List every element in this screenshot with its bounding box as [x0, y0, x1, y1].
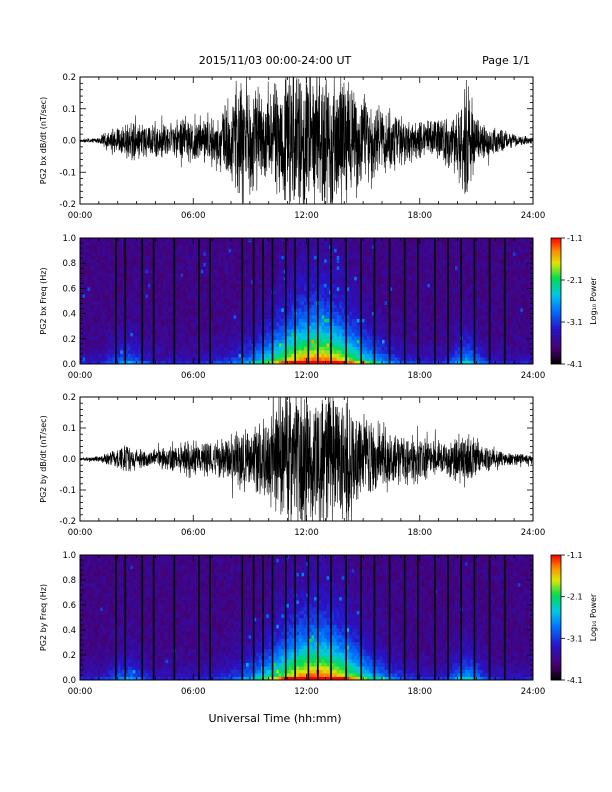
y-tick-label: 0.4 — [62, 626, 76, 636]
y-tick-label: 0.0 — [62, 676, 76, 686]
x-ticks — [79, 396, 534, 522]
colorbar-label: Log₁₀ Power — [589, 277, 598, 325]
x-ticks — [79, 554, 534, 681]
y-axis-label: PG2 by dB/dt (nT/sec) — [39, 415, 48, 502]
data-gaps — [115, 238, 506, 364]
colorbar-label: Log₁₀ Power — [589, 593, 598, 641]
y-tick-label: 0.4 — [62, 310, 76, 320]
spectrogram-cells — [80, 238, 534, 365]
colorbar-tick-label: -3.1 — [567, 634, 583, 643]
y-axis-label: PG2 bx Freq (Hz) — [39, 267, 48, 334]
spectrogram-panel: -1.1 -2.1 -3.1 -4.1 Log₁₀ Power 00:00 06:00 12:… — [39, 551, 598, 697]
x-tick-label: 24:00 — [521, 528, 546, 538]
x-tick-label: 24:00 — [521, 371, 546, 381]
y-tick-label: 0.0 — [62, 137, 76, 147]
y-axis-label: PG2 by Freq (Hz) — [39, 584, 48, 651]
x-tick-label: 06:00 — [181, 211, 206, 221]
x-tick-label: 24:00 — [521, 687, 546, 697]
y-tick-label: 0.6 — [62, 284, 76, 294]
x-tick-label: 06:00 — [181, 528, 206, 538]
colorbar-tick-label: -2.1 — [567, 593, 583, 602]
x-tick-label: 12:00 — [294, 371, 319, 381]
spectrogram-panel: -1.1 -2.1 -3.1 -4.1 Log₁₀ Power 00:00 06:00 12:… — [39, 234, 598, 381]
y-tick-label: -0.2 — [59, 517, 76, 527]
y-tick-label: 1.0 — [62, 234, 76, 244]
x-tick-label: 18:00 — [408, 687, 433, 697]
y-tick-label: 0.1 — [62, 424, 76, 434]
y-tick-label: 0.8 — [62, 576, 76, 586]
x-tick-label: 00:00 — [68, 371, 93, 381]
colorbar-tick-label: -1.1 — [567, 234, 583, 243]
y-tick-label: -0.2 — [59, 200, 76, 210]
x-ticks — [79, 237, 534, 365]
spectrogram-cells — [80, 555, 534, 681]
page-number: Page 1/1 — [482, 54, 530, 67]
x-tick-label: 12:00 — [294, 528, 319, 538]
y-tick-label: -0.1 — [59, 486, 76, 496]
y-tick-label: 0.6 — [62, 601, 76, 611]
x-axis-label: Universal Time (hh:mm) — [209, 712, 342, 725]
x-tick-label: 12:00 — [294, 687, 319, 697]
y-tick-label: 0.8 — [62, 259, 76, 269]
colorbar-tick-label: -4.1 — [567, 676, 583, 685]
x-tick-label: 06:00 — [181, 687, 206, 697]
x-tick-label: 18:00 — [408, 371, 433, 381]
x-tick-label: 12:00 — [294, 211, 319, 221]
x-tick-label: 18:00 — [408, 528, 433, 538]
x-ticks — [79, 76, 534, 205]
dbdt-trace — [80, 77, 533, 204]
x-tick-label: 00:00 — [68, 528, 93, 538]
x-tick-label: 06:00 — [181, 371, 206, 381]
colorbar: -1.1 -2.1 -3.1 -4.1 Log₁₀ Power — [550, 551, 598, 685]
data-gaps — [115, 555, 506, 680]
y-tick-label: 0.0 — [62, 455, 76, 465]
colorbar: -1.1 -2.1 -3.1 -4.1 Log₁₀ Power — [550, 234, 598, 369]
x-tick-label: 18:00 — [408, 211, 433, 221]
x-tick-label: 00:00 — [68, 687, 93, 697]
dbdt-panel: 00:00 06:00 12:00 18:00 24:00 -0.2 -0.1 0.0 0.1 0… — [39, 73, 546, 221]
dbdt-panel: 00:00 06:00 12:00 18:00 24:00 -0.2 -0.1 0.0 0.1 0… — [39, 393, 546, 538]
y-tick-label: 1.0 — [62, 551, 76, 561]
y-tick-label: 0.2 — [62, 73, 76, 83]
dbdt-trace — [80, 397, 533, 521]
y-tick-label: 0.0 — [62, 360, 76, 370]
y-tick-label: 0.1 — [62, 105, 76, 115]
y-tick-label: -0.1 — [59, 168, 76, 178]
y-tick-label: 0.2 — [62, 335, 76, 345]
colorbar-tick-label: -2.1 — [567, 276, 583, 285]
colorbar-tick-label: -3.1 — [567, 318, 583, 327]
y-tick-label: 0.2 — [62, 651, 76, 661]
page-title: 2015/11/03 00:00-24:00 UT — [199, 54, 352, 67]
y-axis-label: PG2 bx dB/dt (nT/sec) — [39, 97, 48, 184]
colorbar-tick-label: -4.1 — [567, 360, 583, 369]
x-tick-label: 00:00 — [68, 211, 93, 221]
y-tick-label: 0.2 — [62, 393, 76, 403]
x-tick-label: 24:00 — [521, 211, 546, 221]
colorbar-tick-label: -1.1 — [567, 551, 583, 560]
